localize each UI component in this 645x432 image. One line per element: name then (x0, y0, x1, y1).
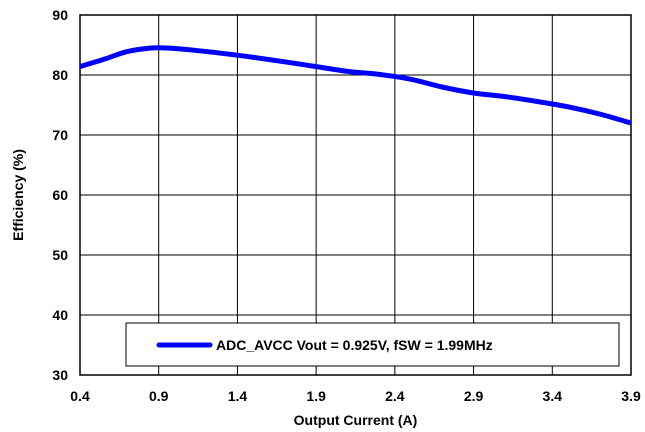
y-tick-label: 40 (52, 307, 68, 323)
y-tick-label: 80 (52, 67, 68, 83)
x-tick-label: 3.4 (543, 388, 563, 404)
y-tick-label: 50 (52, 247, 68, 263)
x-tick-label: 1.9 (306, 388, 326, 404)
legend-entry-label: ADC_AVCC Vout = 0.925V, fSW = 1.99MHz (216, 337, 493, 353)
plot-area-frame (79, 14, 632, 376)
x-tick-label: 0.4 (70, 388, 90, 404)
legend: ADC_AVCC Vout = 0.925V, fSW = 1.99MHz (125, 322, 620, 367)
x-tick-label: 1.4 (228, 388, 248, 404)
grid (79, 14, 632, 376)
series-layer (79, 45, 632, 126)
x-axis-title: Output Current (A) (294, 412, 418, 428)
y-axis-title: Efficiency (%) (10, 149, 26, 241)
y-tick-label: 60 (52, 187, 68, 203)
series-line-0 (79, 45, 632, 126)
x-tick-label: 2.4 (385, 388, 405, 404)
y-axis-ticks: 30 40 50 60 70 80 90 (52, 7, 68, 383)
y-tick-label: 90 (52, 7, 68, 23)
x-tick-label: 0.9 (149, 388, 169, 404)
y-tick-label: 30 (52, 367, 68, 383)
y-tick-label: 70 (52, 127, 68, 143)
x-tick-label: 2.9 (464, 388, 484, 404)
x-tick-label: 3.9 (621, 388, 641, 404)
x-axis-ticks: 0.4 0.9 1.4 1.9 2.4 2.9 3.4 3.9 (70, 388, 641, 404)
